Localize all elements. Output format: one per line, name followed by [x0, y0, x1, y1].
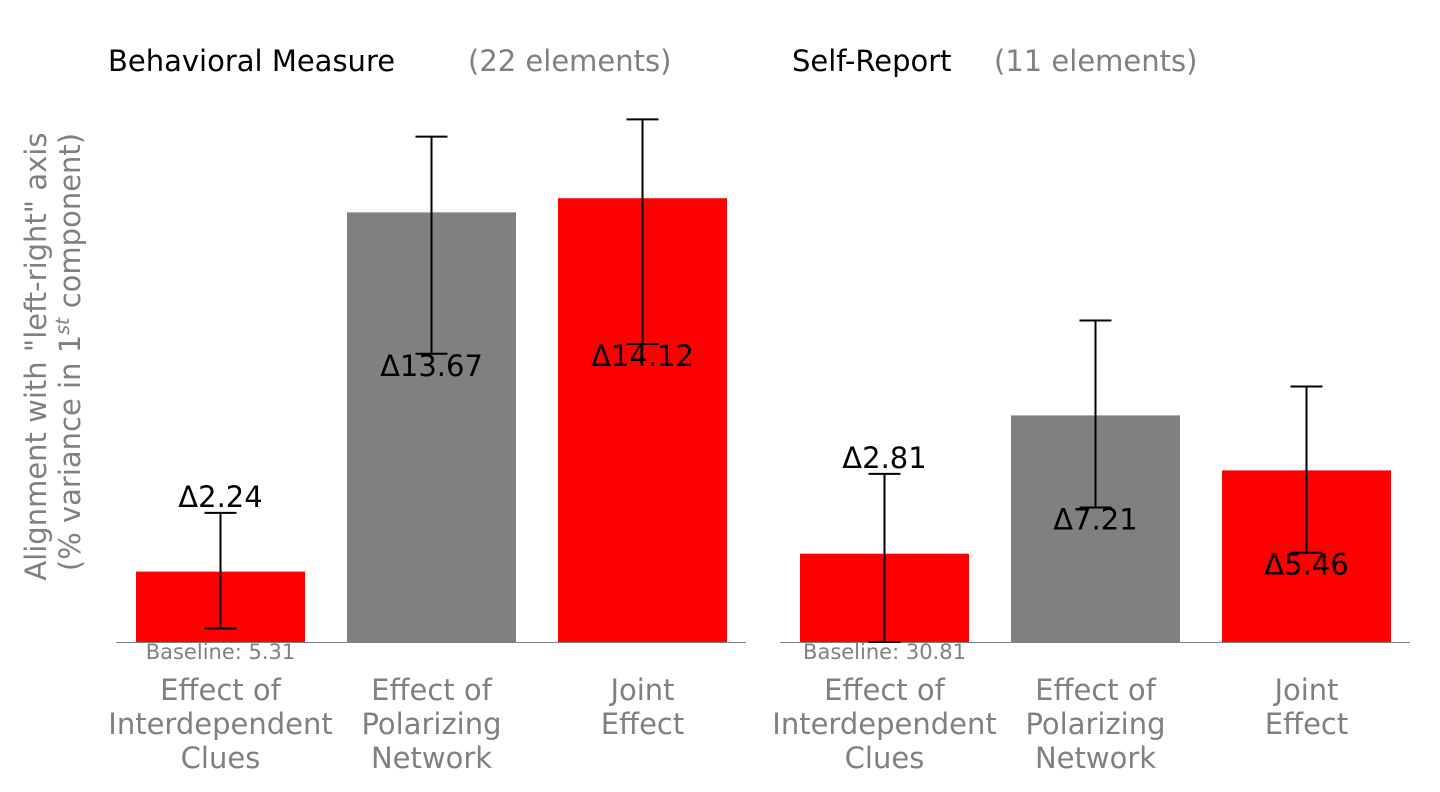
panel-2: Self-Report (11 elements) Δ2.81 Δ7.21 Δ5.46 B…	[772, 44, 1410, 775]
data-label-3: Δ5.46	[1264, 548, 1348, 582]
tick-label-1: Effect of Interdependent Clues	[772, 673, 996, 775]
panel-1: Behavioral Measure (22 elements) Δ2.24 Δ13.…	[108, 44, 746, 775]
y-axis-label-line1: Alignment with "left-right" axis	[19, 133, 53, 581]
data-label-2: Δ13.67	[380, 349, 483, 383]
error-bar-1	[204, 511, 237, 630]
y-axis-label-line2-prefix: (% variance in 1	[53, 335, 87, 571]
y-axis-label: Alignment with "left-right" axis (% vari…	[19, 123, 87, 580]
error-bar-3	[1290, 385, 1323, 554]
panel-title: Behavioral Measure	[108, 44, 395, 78]
data-label-3: Δ14.12	[591, 339, 694, 373]
baseline-label: Baseline: 30.81	[803, 640, 966, 664]
tick-label-3: Joint Effect	[1265, 673, 1348, 741]
y-axis-label-line2-suffix: component)	[53, 133, 87, 318]
tick-label-3: Joint Effect	[601, 673, 684, 741]
tick-label-2: Effect of Polarizing Network	[1025, 673, 1165, 775]
data-label-1: Δ2.24	[178, 480, 262, 514]
error-bar-3	[626, 118, 659, 346]
baseline-label: Baseline: 5.31	[146, 640, 296, 664]
tick-label-1: Effect of Interdependent Clues	[108, 673, 332, 775]
tick-label-2: Effect of Polarizing Network	[361, 673, 501, 775]
y-axis-label-line2: (% variance in 1st component)	[52, 133, 87, 571]
data-label-1: Δ2.81	[842, 441, 926, 475]
panel-subtitle: (22 elements)	[468, 44, 671, 78]
panel-title: Self-Report	[792, 44, 952, 78]
data-label-2: Δ7.21	[1053, 502, 1137, 536]
error-bar-2	[415, 135, 448, 355]
error-bar-2	[1079, 319, 1112, 509]
y-axis-label-superscript: st	[52, 316, 74, 335]
chart-panels: Behavioral Measure (22 elements) Δ2.24 Δ13.…	[108, 44, 1410, 775]
panel-subtitle: (11 elements)	[994, 44, 1197, 78]
error-bar-1	[868, 472, 901, 643]
